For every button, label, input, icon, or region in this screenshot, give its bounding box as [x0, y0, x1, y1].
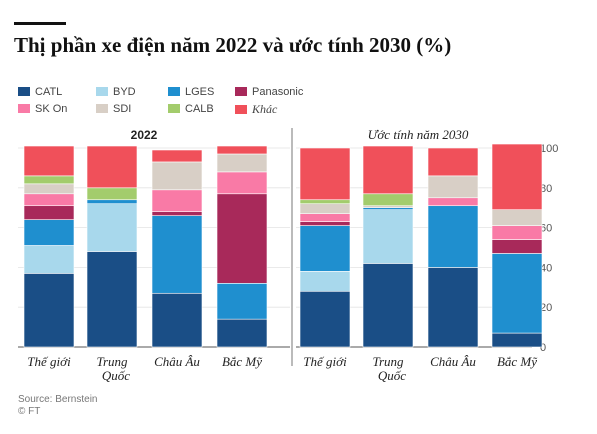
bar-segment-byd: [23, 245, 75, 274]
bar-segment-sdi: [151, 161, 203, 191]
bar-segment-byd: [86, 203, 138, 252]
bar-segment-sk-on: [216, 171, 268, 195]
legend-label: Khác: [252, 102, 278, 116]
cat-bac-my-label: Bắc Mỹ: [497, 354, 538, 369]
legend-label: Panasonic: [252, 86, 304, 98]
bar-segment-sdi: [427, 175, 479, 199]
bar-segment-catl: [86, 251, 138, 348]
cat-trung-quoc-label: Trung: [372, 354, 404, 369]
panel-title: Ước tính năm 2030: [368, 127, 469, 142]
bar-segment-lges: [151, 215, 203, 294]
legend-item-catl: CATL: [18, 86, 62, 98]
legend: CATL BYD LGES Panasonic SK On SDI CALB Khác: [18, 84, 348, 118]
legend-item-panasonic: Panasonic: [235, 86, 303, 98]
bar-segment-lges: [216, 283, 268, 320]
cat-chau-au-label: Châu Âu: [154, 354, 200, 369]
bar-segment-khac: [151, 149, 203, 163]
legend-label: CATL: [35, 86, 63, 98]
panel-title: 2022: [131, 128, 158, 142]
cat-trung-quoc-label: Quốc: [102, 368, 130, 383]
bar-segment-catl: [151, 292, 203, 348]
cat-the-gioi-label: Thế giới: [303, 354, 347, 369]
y-tick-label: 0: [540, 342, 546, 354]
bar-segment-khac: [362, 145, 414, 195]
bar-segment-calb: [86, 187, 138, 201]
legend-swatch: [235, 87, 247, 96]
bar-segment-khac: [216, 145, 268, 155]
title-rule: [14, 22, 66, 25]
y-tick-label: 100: [540, 143, 558, 155]
bar-segment-catl: [491, 332, 543, 348]
cat-bac-my-label: Bắc Mỹ: [222, 354, 263, 369]
legend-swatch: [235, 105, 247, 114]
y-tick-label: 60: [540, 223, 552, 235]
bar-segment-sk-on: [151, 189, 203, 212]
source-note: Source: Bernstein © FT: [18, 394, 98, 418]
legend-swatch: [168, 87, 180, 96]
bar-segment-sdi: [491, 209, 543, 226]
bar-segment-panasonic: [299, 221, 351, 226]
bar-segment-khac: [427, 147, 479, 177]
legend-label: BYD: [113, 86, 136, 98]
cat-chau-au-label: Châu Âu: [430, 354, 476, 369]
bar-segment-panasonic: [151, 211, 203, 216]
legend-item-khac: Khác: [235, 103, 277, 116]
bar-segment-sk-on: [299, 213, 351, 222]
bar-segment-sdi: [216, 153, 268, 173]
bar-segment-lges: [86, 199, 138, 205]
legend-item-sk-on: SK On: [18, 103, 67, 115]
y-tick-label: 80: [540, 183, 552, 195]
bar-segment-catl: [362, 263, 414, 348]
bar-segment-panasonic: [23, 205, 75, 220]
bar-segment-calb: [362, 193, 414, 207]
cat-trung-quoc-label: Trung: [96, 354, 128, 369]
bar-segment-calb: [23, 175, 75, 185]
cat-trung-quoc-label: Quốc: [378, 368, 406, 383]
bar-segment-khac: [299, 147, 351, 201]
chart-title: Thị phần xe điện năm 2022 và ước tính 20…: [14, 33, 452, 57]
legend-swatch: [96, 104, 108, 113]
bar-segment-khac: [23, 145, 75, 177]
bar-segment-panasonic: [491, 239, 543, 254]
bar-segment-lges: [427, 205, 479, 268]
bar-segment-byd: [362, 209, 414, 264]
legend-item-lges: LGES: [168, 86, 214, 98]
bar-segment-sk-on: [427, 197, 479, 207]
bar-segment-catl: [216, 318, 268, 348]
bar-segment-sdi: [299, 203, 351, 214]
legend-label: CALB: [185, 103, 214, 115]
bar-segment-panasonic: [216, 193, 268, 284]
legend-swatch: [18, 87, 30, 96]
bar-segment-catl: [23, 273, 75, 348]
y-tick-label: 20: [540, 302, 552, 314]
legend-item-byd: BYD: [96, 86, 136, 98]
bar-segment-khac: [491, 143, 543, 210]
legend-label: SK On: [35, 103, 68, 115]
legend-swatch: [96, 87, 108, 96]
bar-segment-sk-on: [23, 193, 75, 207]
bar-segment-lges: [23, 219, 75, 246]
legend-label: SDI: [113, 103, 132, 115]
bar-segment-sk-on: [491, 225, 543, 240]
bar-segment-khac: [86, 145, 138, 189]
legend-item-sdi: SDI: [96, 103, 131, 115]
cat-the-gioi-label: Thế giới: [27, 354, 71, 369]
bar-segment-sdi: [23, 183, 75, 195]
bar-segment-byd: [299, 271, 351, 292]
legend-swatch: [168, 104, 180, 113]
source-text: Source: Bernstein: [18, 394, 98, 405]
legend-swatch: [18, 104, 30, 113]
bar-segment-catl: [299, 290, 351, 348]
credit-text: © FT: [18, 406, 41, 417]
legend-label: LGES: [185, 86, 215, 98]
bar-segment-lges: [491, 253, 543, 334]
bar-segment-catl: [427, 267, 479, 348]
y-tick-label: 40: [540, 262, 552, 274]
legend-item-calb: CALB: [168, 103, 214, 115]
bar-segment-calb: [299, 199, 351, 205]
bar-segment-lges: [299, 225, 351, 272]
